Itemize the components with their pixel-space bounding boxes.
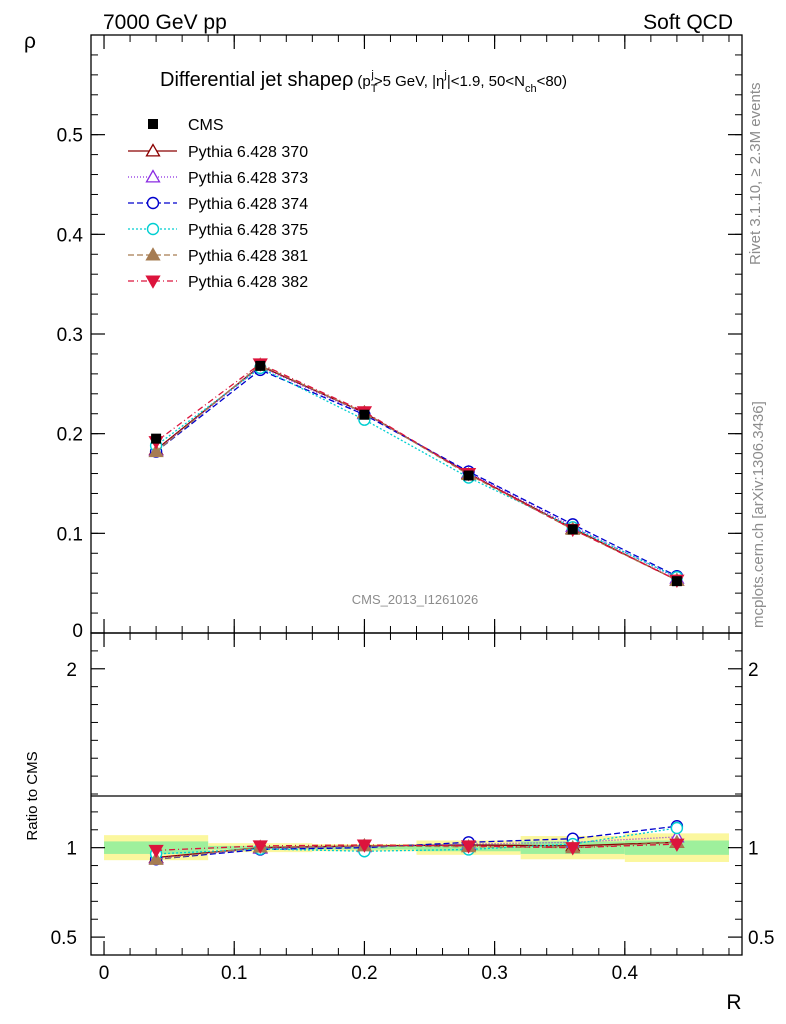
plot-title-sub-ch: ch [525, 83, 537, 95]
cms-data-point [567, 524, 578, 535]
ratio-series-point [148, 844, 164, 859]
ratio-y-ticks: 0.5 0.5 1 1 2 2 [51, 650, 774, 949]
ratio-y-tick-label: 1 [66, 839, 77, 860]
main-y-tick-label: 0.5 [57, 126, 83, 147]
ratio-series-group [148, 820, 685, 866]
ratio-series-point [669, 838, 685, 852]
legend-label-cms: CMS [188, 117, 224, 134]
plot-title: Differential jet shapeρ (pTj>5 GeV, |ηj|<… [160, 69, 567, 95]
x-tick-label: 0.1 [221, 963, 247, 984]
ratio-series-line [156, 825, 677, 860]
ratio-y-tick-label-right: 1 [748, 839, 759, 860]
ratio-series-point [670, 821, 684, 835]
main-y-tick-label: 0.4 [57, 225, 84, 246]
mcplots-reference-label: mcplots.cern.ch [arXiv:1306.3436] [750, 401, 767, 628]
legend-marker-4 [146, 222, 160, 236]
ratio-frame [90, 632, 743, 956]
ratio-series-line [156, 843, 677, 851]
x-tick-label: 0.3 [481, 963, 507, 984]
cms-data-point [359, 409, 370, 420]
main-panel: ρ Differential jet shapeρ (pTj>5 GeV, |ηj… [24, 30, 743, 642]
legend-marker-6 [145, 275, 161, 289]
x-tick-label: 0.4 [612, 963, 639, 984]
cms-data-point [255, 360, 266, 371]
cms-data-point [151, 433, 162, 444]
legend-marker-1 [145, 143, 161, 157]
main-series-line [155, 367, 678, 578]
ratio-panel: Ratio to CMS R 0.5 0.5 1 1 2 2 0 0.1 0.2 0.3 0.4 [24, 35, 774, 1014]
main-y-ticks: 0 0.1 0.2 0.3 0.4 0.5 [57, 54, 742, 642]
legend-label: Pythia 6.428 375 [188, 222, 308, 239]
ratio-y-tick-label: 0.5 [51, 928, 77, 949]
plot-title-sub-t: T [371, 83, 378, 95]
ratio-series-point [148, 851, 164, 865]
header-process-label: Soft QCD [643, 11, 733, 34]
legend-label: Pythia 6.428 370 [188, 144, 308, 161]
plot-title-cut-2: |<1.9, 50<N [447, 73, 525, 90]
main-series-group [148, 357, 685, 588]
main-y-tick-label: 0.2 [57, 425, 83, 446]
legend-label: Pythia 6.428 374 [188, 196, 308, 213]
ratio-y-axis-label: Ratio to CMS [24, 751, 41, 840]
ratio-series-line [156, 827, 677, 855]
ratio-series-point [356, 839, 373, 853]
plot-title-main: Differential jet shapeρ [160, 69, 353, 91]
cms-data-point [671, 576, 682, 587]
plot-title-sup-j: j [370, 69, 373, 81]
legend-label: Pythia 6.428 382 [188, 274, 308, 291]
ratio-series-point [565, 842, 581, 856]
ratio-y-tick-label: 2 [66, 660, 77, 681]
ratio-series-point [252, 840, 268, 854]
ratio-uncertainty-bands [104, 833, 729, 862]
plot-title-sup-j2: j [443, 69, 446, 81]
ratio-y-tick-label-right: 0.5 [748, 928, 774, 949]
x-tick-label: 0.2 [351, 963, 377, 984]
ratio-series-line [156, 836, 677, 860]
main-series-line [155, 364, 678, 581]
plot-title-cut-p: (p [357, 73, 370, 90]
legend-marker-cms [148, 119, 158, 129]
header-beam-label: 7000 GeV pp [103, 11, 227, 34]
rivet-version-label: Rivet 3.1.10, ≥ 2.3M events [747, 83, 764, 266]
plot-title-cut-3: <80) [537, 73, 567, 90]
main-y-tick-label: 0 [72, 621, 83, 642]
legend-label: Pythia 6.428 373 [188, 170, 308, 187]
x-tick-label: 0 [99, 963, 110, 984]
cms-data-point [463, 470, 474, 481]
main-series-line [155, 369, 678, 577]
main-series-line [155, 365, 678, 581]
main-y-tick-label: 0.1 [57, 524, 83, 545]
legend: CMS Pythia 6.428 370 Pythia 6.428 373 Pythi… [128, 117, 308, 291]
plot-title-cut-1: >5 GeV, |η [374, 73, 444, 90]
x-axis-label: R [726, 991, 741, 1014]
ratio-y-tick-label-right: 2 [748, 660, 759, 681]
legend-marker-5 [145, 247, 161, 261]
legend-label: Pythia 6.428 381 [188, 248, 308, 265]
main-y-axis-label: ρ [24, 30, 36, 53]
ratio-series-point [460, 840, 477, 854]
main-series-line [155, 366, 678, 579]
legend-marker-2 [145, 169, 161, 183]
x-ticks: 0 0.1 0.2 0.3 0.4 [99, 35, 730, 984]
main-y-tick-label: 0.3 [57, 325, 83, 346]
analysis-watermark: CMS_2013_I1261026 [352, 592, 479, 607]
main-series-point [148, 443, 164, 458]
legend-marker-3 [146, 196, 160, 210]
main-series-line [155, 363, 678, 581]
